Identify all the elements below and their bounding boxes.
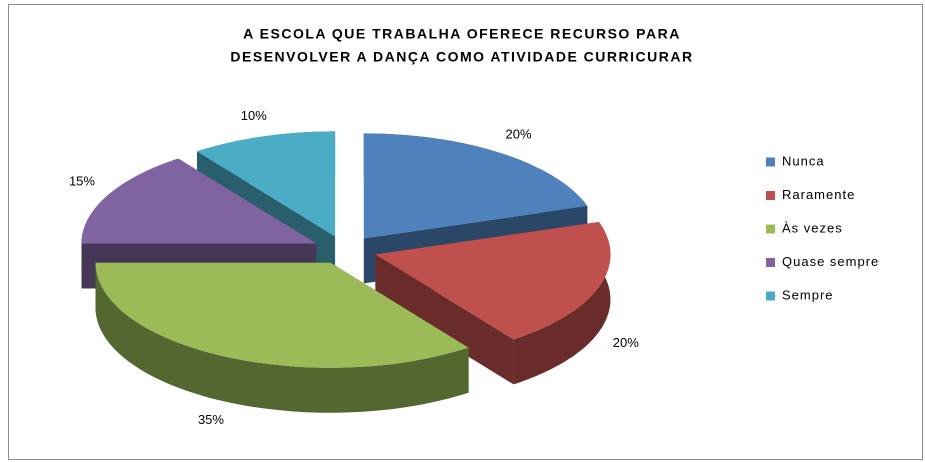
legend-swatch (766, 224, 775, 234)
data-label: 35% (198, 412, 224, 427)
legend-swatch (766, 291, 775, 301)
legend-label: Sempre (782, 287, 834, 302)
legend-label: Nunca (782, 153, 825, 168)
legend-swatch (766, 258, 775, 267)
slice-wall (513, 222, 611, 385)
slice (81, 158, 317, 244)
legend-label: Quase sempre (782, 254, 879, 269)
chart-title: DESENVOLVER A DANÇA COMO ATIVIDADE CURRI… (230, 49, 693, 65)
data-label: 20% (613, 335, 639, 350)
legend-label: Raramente (782, 187, 855, 202)
data-label: 10% (241, 108, 267, 123)
slice-side (375, 254, 514, 385)
data-label: 20% (505, 127, 531, 142)
slice (197, 131, 336, 237)
legend-swatch (766, 157, 775, 167)
slice (375, 222, 611, 340)
legend-label: Às vezes (782, 220, 843, 235)
legend-swatch (766, 191, 775, 200)
slice (363, 133, 588, 239)
slice-wall (95, 262, 469, 413)
chart-title: A ESCOLA QUE TRABALHA OFERECE RECURSO PA… (243, 26, 681, 42)
data-label: 15% (69, 174, 95, 189)
slice (95, 262, 469, 368)
